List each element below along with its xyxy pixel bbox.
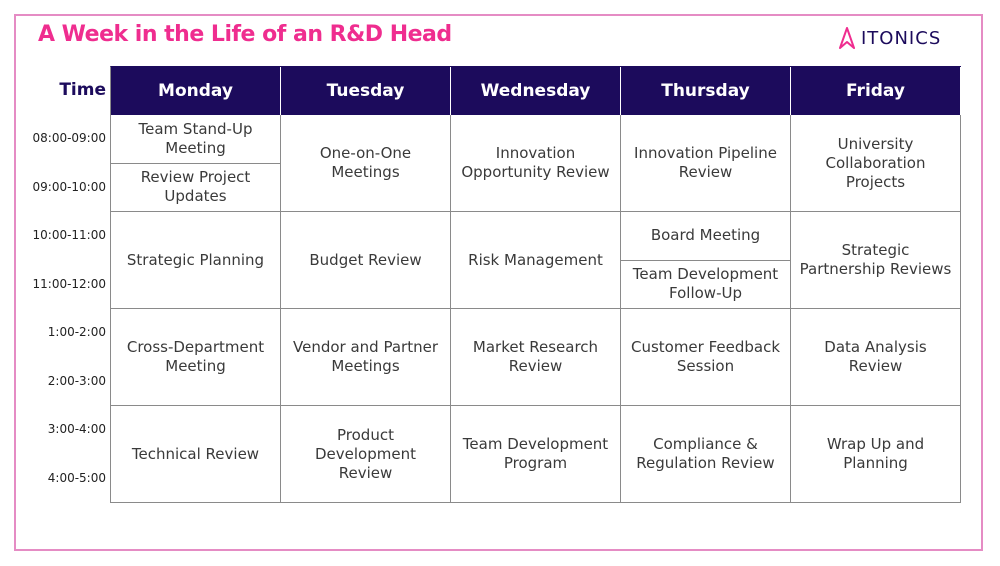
schedule-cell: Technical Review <box>111 406 281 503</box>
time-slot: 4:00-5:00 <box>47 471 106 485</box>
schedule-cell: Board Meeting <box>621 212 791 261</box>
schedule-cell: Strategic Partnership Reviews <box>791 212 961 309</box>
time-slot: 08:00-09:00 <box>32 131 107 145</box>
page-frame <box>14 14 983 551</box>
schedule-cell: Cross-Department Meeting <box>111 309 281 406</box>
time-column-header: Time <box>59 80 106 100</box>
logo-mark-icon <box>839 27 855 49</box>
time-slot: 11:00-12:00 <box>32 277 107 291</box>
schedule-cell: Risk Management <box>451 212 621 309</box>
time-slot: 09:00-10:00 <box>32 180 107 194</box>
schedule-cell: Vendor and Partner Meetings <box>281 309 451 406</box>
header-tuesday: Tuesday <box>281 67 451 115</box>
time-slot: 1:00-2:00 <box>47 325 106 339</box>
schedule-cell: Data Analysis Review <box>791 309 961 406</box>
header-friday: Friday <box>791 67 961 115</box>
page-title: A Week in the Life of an R&D Head <box>38 22 452 47</box>
schedule-cell: Innovation Opportunity Review <box>451 115 621 212</box>
time-slot: 2:00-3:00 <box>47 374 106 388</box>
schedule-cell: University Collaboration Projects <box>791 115 961 212</box>
weekly-schedule-table: Monday Tuesday Wednesday Thursday Friday… <box>110 66 961 503</box>
schedule-cell: One-on-One Meetings <box>281 115 451 212</box>
time-slot: 3:00-4:00 <box>47 422 106 436</box>
schedule-cell: Wrap Up and Planning <box>791 406 961 503</box>
schedule-cell: Market Research Review <box>451 309 621 406</box>
schedule-cell: Customer Feedback Session <box>621 309 791 406</box>
schedule-cell: Team Development Follow-Up <box>621 260 791 309</box>
header-monday: Monday <box>111 67 281 115</box>
itonics-logo: ITONICS <box>839 24 941 52</box>
schedule-cell: Team Stand-Up Meeting <box>111 115 281 164</box>
header-thursday: Thursday <box>621 67 791 115</box>
logo-text: ITONICS <box>861 27 942 49</box>
schedule-cell: Strategic Planning <box>111 212 281 309</box>
schedule-cell: Review Project Updates <box>111 163 281 212</box>
schedule-cell: Compliance & Regulation Review <box>621 406 791 503</box>
header-wednesday: Wednesday <box>451 67 621 115</box>
schedule-cell: Budget Review <box>281 212 451 309</box>
schedule-cell: Product Development Review <box>281 406 451 503</box>
time-slot: 10:00-11:00 <box>32 228 107 242</box>
schedule-cell: Innovation Pipeline Review <box>621 115 791 212</box>
schedule-cell: Team Development Program <box>451 406 621 503</box>
